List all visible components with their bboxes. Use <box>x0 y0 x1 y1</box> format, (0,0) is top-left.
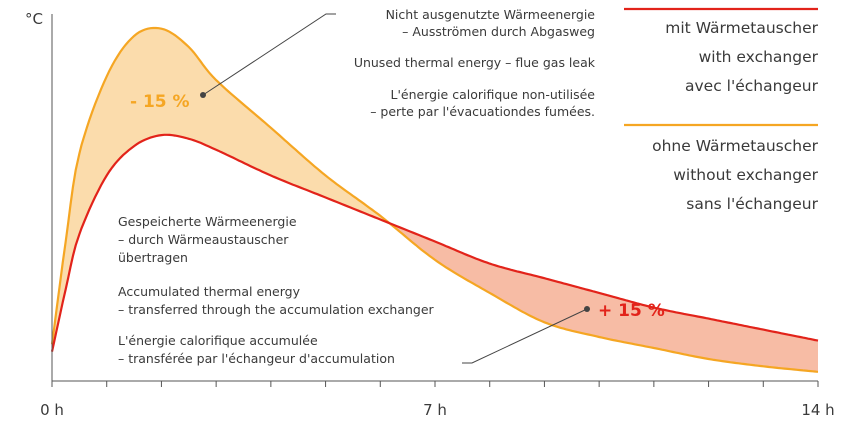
loss-percent-label: - 15 % <box>130 92 190 112</box>
loss-text-de-2: – Ausströmen durch Abgasweg <box>402 24 595 39</box>
gain-text-de-2: – durch Wärmeaustauscher <box>118 232 289 247</box>
legend-label-with-de: mit Wärmetauscher <box>665 19 818 37</box>
gain-percent-label: + 15 % <box>598 301 665 321</box>
loss-leader-line <box>202 13 336 96</box>
loss-text-en-1: Unused thermal energy – flue gas leak <box>354 55 596 70</box>
loss-leader-dot <box>200 92 206 98</box>
legend-label-without-de: ohne Wärmetauscher <box>652 137 819 155</box>
gain-text-de-3: übertragen <box>118 250 188 265</box>
gain-text-en-1: Accumulated thermal energy <box>118 284 301 299</box>
series-line-with-exchanger <box>50 133 819 352</box>
gain-text-fr-1: L'énergie calorifique accumulée <box>118 333 318 348</box>
gain-text-fr-2: – transférée par l'échangeur d'accumulat… <box>118 351 395 366</box>
y-unit-label: °C <box>25 10 43 28</box>
gain-text-de-1: Gespeicherte Wärmeenergie <box>118 214 297 229</box>
x-tick-label-14h: 14 h <box>801 401 834 419</box>
series-line-without-exchanger <box>50 26 819 373</box>
legend-label-with-fr: avec l'échangeur <box>685 77 819 95</box>
legend-label-with-en: with exchanger <box>699 48 819 66</box>
loss-text-fr-1: L'énergie calorifique non-utilisée <box>391 87 596 102</box>
x-ticks <box>51 381 819 387</box>
x-tick-label-7h: 7 h <box>423 401 447 419</box>
loss-area <box>52 28 392 352</box>
loss-text-fr-2: – perte par l'évacuationdes fumées. <box>370 104 595 119</box>
gain-area <box>391 223 818 372</box>
legend-label-without-fr: sans l'échangeur <box>686 195 818 213</box>
x-tick-label-0h: 0 h <box>40 401 64 419</box>
gain-leader-dot <box>584 306 590 312</box>
loss-text-de-1: Nicht ausgenutzte Wärmeenergie <box>386 7 596 22</box>
legend-label-without-en: without exchanger <box>673 166 818 184</box>
gain-text-en-2: – transferred through the accumulation e… <box>118 302 435 317</box>
gain-leader-line <box>462 308 588 364</box>
